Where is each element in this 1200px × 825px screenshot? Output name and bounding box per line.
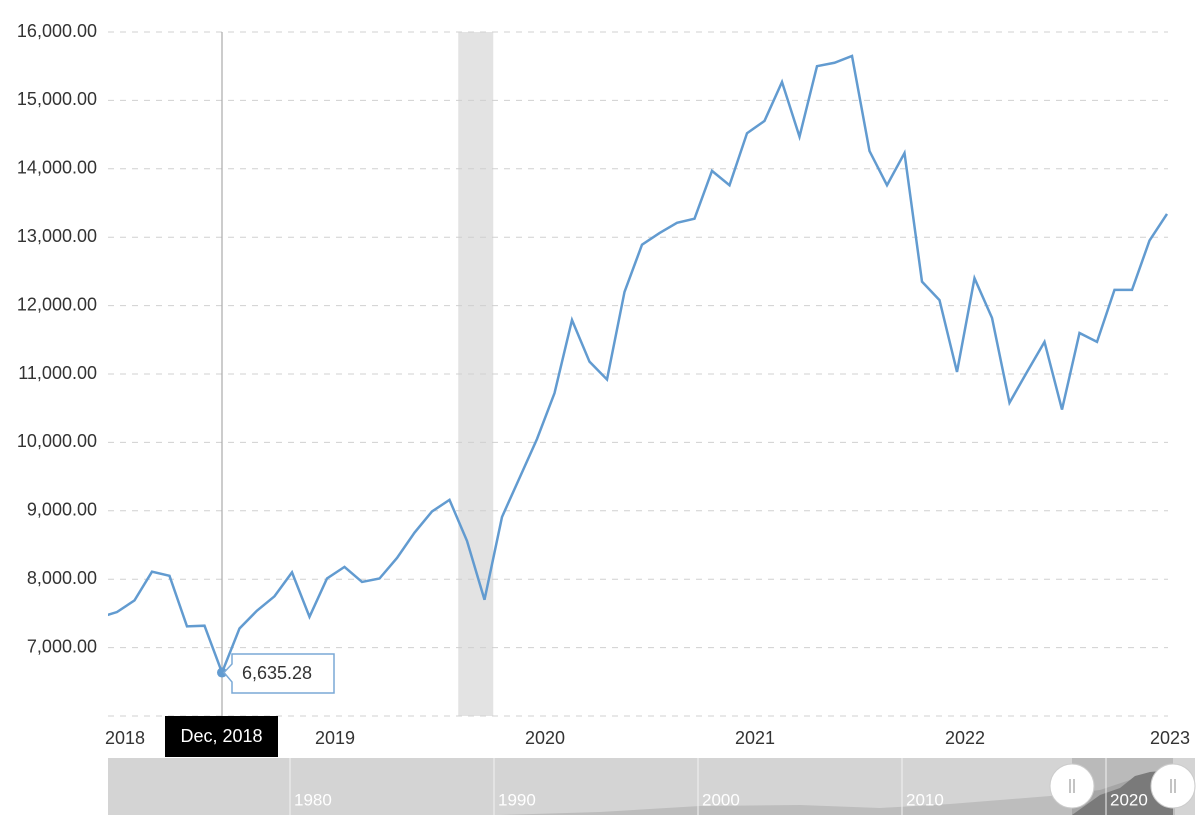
y-tick-label: 7,000.00 <box>27 636 97 656</box>
y-tick-label: 15,000.00 <box>17 89 97 109</box>
y-tick-label: 9,000.00 <box>27 500 97 520</box>
navigator-handle[interactable] <box>1049 763 1095 809</box>
tooltip-value: 6,635.28 <box>242 663 312 683</box>
x-tick-label: 2018 <box>105 728 145 748</box>
navigator[interactable]: 1980 1990 2000 2010 2020 <box>108 758 1196 815</box>
navigator-label: 2020 <box>1110 790 1148 809</box>
shaded-region <box>458 32 494 716</box>
x-tick-label: 2021 <box>735 728 775 748</box>
y-tick-label: 11,000.00 <box>18 363 97 383</box>
navigator-label: 2000 <box>702 790 740 809</box>
y-tick-label: 8,000.00 <box>27 568 97 588</box>
navigator-area <box>500 770 1175 815</box>
x-tooltip-box <box>165 716 278 757</box>
y-tick-label: 13,000.00 <box>17 226 97 246</box>
x-tick-label: 2020 <box>525 728 565 748</box>
y-tick-label: 16,000.00 <box>17 21 97 41</box>
hover-point <box>217 667 227 678</box>
y-tick-label: 10,000.00 <box>17 431 97 451</box>
navigator-label: 1980 <box>294 790 332 809</box>
x-tooltip-label: Dec, 2018 <box>180 726 262 746</box>
navigator-selected-area <box>1072 770 1173 815</box>
y-tick-label: 14,000.00 <box>17 158 97 178</box>
navigator-handle[interactable] <box>1150 763 1196 809</box>
navigator-label: 2010 <box>906 790 944 809</box>
navigator-label: 1990 <box>498 790 536 809</box>
x-tick-label: 2023 <box>1150 728 1190 748</box>
x-tick-label: 2022 <box>945 728 985 748</box>
tooltip-box <box>222 653 335 694</box>
series-line <box>108 54 1169 677</box>
x-tick-label: 2019 <box>315 728 355 748</box>
y-tick-label: 12,000.00 <box>17 294 97 314</box>
